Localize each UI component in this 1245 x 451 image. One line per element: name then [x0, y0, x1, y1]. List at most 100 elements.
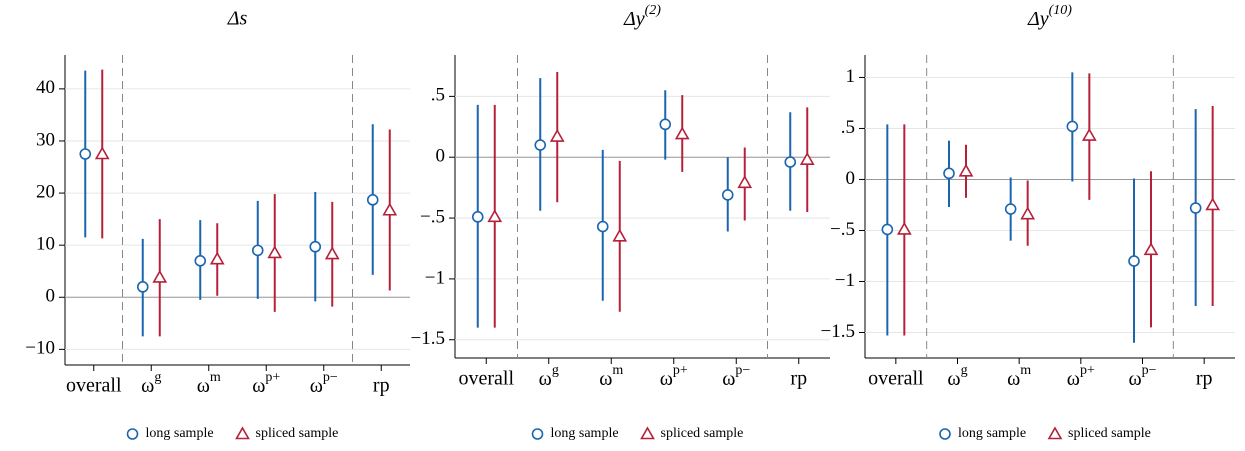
chart-title-base: Δy	[1027, 8, 1049, 30]
y-tick-label: 30	[36, 129, 55, 150]
y-tick-label: .5	[431, 85, 445, 106]
point	[324, 246, 340, 260]
point	[737, 175, 753, 189]
point	[896, 221, 912, 235]
y-tick-label: −.5	[830, 219, 855, 240]
x-tick-label: ωp−	[310, 370, 338, 396]
legend-marker	[235, 426, 250, 440]
point	[596, 220, 609, 233]
chart-title: Δs	[227, 8, 248, 30]
y-tick-label: .5	[841, 117, 855, 138]
point	[1205, 197, 1221, 211]
x-tick-label-base: ω	[947, 368, 960, 390]
y-tick-label: 40	[36, 77, 55, 98]
x-tick-label-base: ω	[1007, 368, 1020, 390]
x-tick-label-sup: p+	[673, 363, 688, 378]
point	[1143, 242, 1159, 256]
point	[487, 209, 503, 223]
point	[612, 228, 628, 242]
point	[674, 126, 690, 140]
point	[721, 189, 734, 201]
x-tick-label: ωp−	[1128, 363, 1156, 389]
y-tick-label: 0	[46, 286, 56, 307]
x-tick-label: rp	[1196, 368, 1213, 390]
chart-title-sup: (10)	[1049, 3, 1073, 18]
chart-title-sup: (2)	[645, 3, 662, 18]
point	[79, 148, 92, 160]
x-tick-label-base: ω	[722, 368, 735, 390]
x-tick-label-sup: p+	[1080, 363, 1095, 378]
y-tick-label: −1	[835, 270, 855, 291]
x-tick-label: ωm	[599, 363, 623, 389]
x-tick-label-base: ω	[539, 368, 552, 390]
chart-title: Δy(10)	[1027, 3, 1072, 29]
y-tick-label: 10	[36, 234, 55, 255]
legend-marker	[939, 428, 951, 440]
y-tick-label: 0	[846, 168, 856, 189]
point	[958, 163, 974, 177]
y-tick-label: −.5	[420, 206, 445, 227]
y-tick-label: −1.5	[411, 328, 445, 349]
x-tick-label: rp	[373, 375, 390, 397]
point	[251, 244, 264, 257]
x-tick-label-base: ω	[599, 368, 612, 390]
x-tick-label-sup: g	[961, 363, 968, 378]
legend-marker	[1047, 426, 1063, 440]
legend-label: long sample	[958, 426, 1026, 441]
point	[784, 156, 797, 168]
point	[1020, 206, 1036, 220]
y-tick-label: −10	[25, 338, 55, 359]
y-tick-label: 1	[846, 66, 856, 87]
point	[1066, 120, 1079, 133]
x-tick-label: ωm	[197, 370, 221, 396]
legend-label: long sample	[551, 426, 619, 441]
x-tick-label-base: ω	[141, 375, 154, 397]
x-tick-label-base: ω	[1128, 368, 1141, 390]
point	[881, 223, 894, 236]
legend-marker	[126, 428, 139, 440]
x-tick-label: overall	[458, 368, 514, 390]
point	[309, 240, 322, 253]
legend-label: spliced sample	[256, 426, 339, 441]
point	[659, 118, 672, 131]
point	[152, 269, 168, 283]
x-tick-label: overall	[66, 375, 122, 397]
x-tick-label: ωp+	[1067, 363, 1095, 389]
x-tick-label-sup: m	[612, 363, 623, 378]
point	[94, 146, 110, 160]
x-tick-label: ωg	[539, 363, 559, 389]
point	[1004, 203, 1017, 215]
point	[943, 167, 955, 180]
x-tick-label-base: ω	[252, 375, 265, 397]
point	[534, 139, 547, 151]
x-tick-label-sup: m	[1020, 363, 1031, 378]
point	[382, 202, 398, 216]
legend-label: spliced sample	[1068, 426, 1151, 441]
x-tick-label-sup: p+	[265, 370, 280, 385]
x-tick-label-sup: p−	[735, 363, 750, 378]
chart-title: Δy(2)	[623, 3, 661, 29]
point	[194, 254, 207, 267]
x-tick-label: ωp+	[252, 370, 280, 396]
point	[1189, 202, 1202, 214]
point	[267, 245, 283, 259]
y-tick-label: 0	[436, 146, 446, 167]
point	[209, 251, 225, 265]
x-tick-label: rp	[790, 368, 807, 390]
x-tick-label-base: ω	[660, 368, 673, 390]
x-tick-label: ωg	[947, 363, 967, 389]
point	[136, 281, 149, 293]
legend-label: spliced sample	[661, 426, 744, 441]
point	[1081, 127, 1097, 141]
x-tick-label-base: ω	[310, 375, 323, 397]
x-tick-label: ωm	[1007, 363, 1031, 389]
x-tick-label-sup: p−	[323, 370, 338, 385]
chart-title-base: Δy	[623, 8, 645, 30]
x-tick-label-sup: p−	[1142, 363, 1157, 378]
point	[366, 194, 379, 206]
x-tick-label-sup: g	[552, 363, 559, 378]
y-tick-label: −1	[425, 267, 445, 288]
legend-marker	[531, 428, 544, 440]
x-tick-label-base: ω	[197, 375, 210, 397]
legend-label: long sample	[146, 426, 214, 441]
